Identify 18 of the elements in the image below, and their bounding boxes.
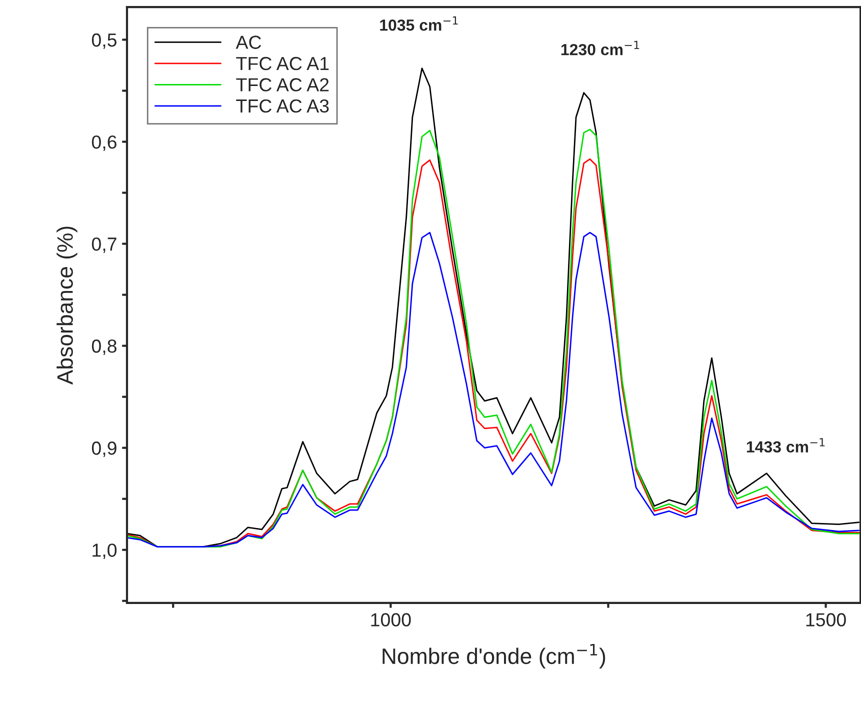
y-tick-label: 0,8	[92, 340, 116, 355]
x-tick-label: 1000	[371, 613, 411, 626]
y-tick-label: 1,0	[92, 544, 117, 560]
annotation: 1230 cm$^{−1}$	[561, 40, 640, 56]
annotation: 1433 cm$^{−1}$	[746, 438, 825, 453]
y-tick-label: 0,7	[92, 237, 116, 253]
legend-label: TFC AC A2	[236, 78, 329, 92]
legend-label: AC	[236, 36, 262, 49]
y-axis-title: Absorbance (%)	[56, 226, 78, 385]
x-tick-label: 1500	[806, 613, 846, 626]
legend-label: TFC AC A3	[236, 99, 329, 113]
annotation: 1035 cm$^{−1}$	[380, 16, 458, 31]
y-tick-label: 0,9	[92, 442, 116, 458]
legend-label: TFC AC A1	[236, 56, 329, 70]
x-axis-title: Nombre d'onde (cm$^{−1}$)	[382, 644, 606, 668]
y-tick-label: 0,5	[92, 33, 116, 49]
line-series	[127, 232, 860, 548]
y-tick-label: 0,6	[92, 135, 116, 151]
